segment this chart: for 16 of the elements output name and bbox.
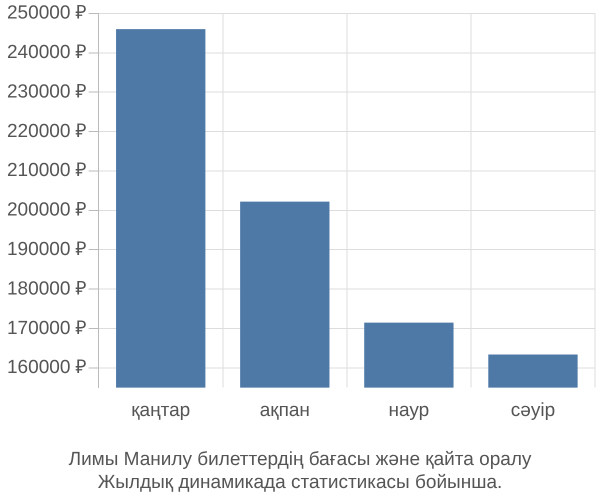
y-tick-label: 200000 ₽ — [6, 200, 87, 221]
text: Лимы Манилу билеттердің бағасы және қайта оралу — [68, 449, 532, 470]
y-tick-label: 180000 ₽ — [6, 278, 87, 300]
y-tick-label: 230000 ₽ — [6, 81, 87, 102]
x-tick-label: ақпан — [260, 400, 310, 422]
x-tick-label: наур — [388, 400, 430, 422]
y-tick-label: 220000 ₽ — [6, 120, 87, 142]
y-tick-label: 160000 ₽ — [6, 357, 87, 378]
text: Жылдық динамикада статистикасы бойынша. — [98, 472, 502, 493]
y-tick-label: 210000 ₽ — [6, 160, 87, 182]
y-tick-label: 190000 ₽ — [6, 238, 87, 260]
y-tick-label: 170000 ₽ — [6, 318, 87, 339]
y-tick-label: 240000 ₽ — [6, 42, 87, 64]
y-tick-label: 250000 ₽ — [6, 2, 87, 24]
x-tick-label: сәуір — [510, 400, 556, 422]
x-tick-label: қаңтар — [131, 400, 190, 422]
